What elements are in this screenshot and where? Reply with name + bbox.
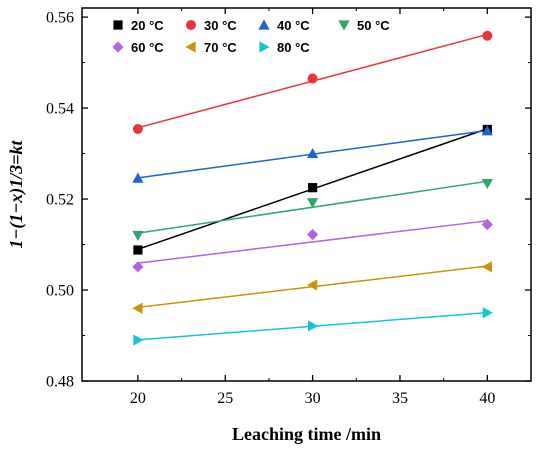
data-point <box>132 230 144 242</box>
data-point <box>132 172 144 183</box>
y-tick-label: 0.50 <box>46 283 74 300</box>
legend-marker <box>186 20 196 30</box>
x-axis-title: Leaching time /min <box>232 424 381 444</box>
legend-marker <box>258 19 270 30</box>
data-point <box>307 198 319 209</box>
data-point <box>132 261 144 273</box>
legend-label: 60 °C <box>131 40 164 55</box>
legend-marker <box>112 41 124 53</box>
data-point <box>307 228 319 241</box>
fit-line <box>137 220 488 264</box>
y-tick-label: 0.54 <box>46 101 74 118</box>
legend-label: 40 °C <box>277 18 310 33</box>
y-axis: 0.48 0.50 0.52 0.54 0.56 <box>46 10 531 391</box>
data-point <box>308 320 319 332</box>
data-point <box>481 261 492 273</box>
legend-label: 20 °C <box>131 18 164 33</box>
data-point <box>307 147 319 159</box>
data-point <box>481 125 493 136</box>
legend-label: 70 °C <box>204 40 237 55</box>
x-tick-label: 25 <box>217 390 233 407</box>
plot-frame <box>81 7 532 382</box>
data-point <box>132 123 143 134</box>
legend-label: 50 °C <box>357 18 390 33</box>
legend-marker <box>338 20 350 31</box>
legend-marker <box>113 20 123 30</box>
data-point <box>133 334 144 346</box>
legend-marker <box>185 41 196 53</box>
legend-label: 30 °C <box>204 18 237 33</box>
y-axis-title: 1−(1−x)1/3=kt <box>6 139 27 248</box>
legend-label: 80 °C <box>277 40 310 55</box>
y-tick-label: 0.52 <box>46 192 74 209</box>
y-tick-label: 0.56 <box>46 10 74 27</box>
data-point <box>482 30 493 41</box>
legend: 20 °C 30 °C 40 °C 50 °C 60 °C 70 °C 80 °C <box>112 18 390 55</box>
data-points <box>132 30 493 346</box>
data-point <box>481 178 493 190</box>
legend-marker <box>259 41 270 53</box>
x-tick-label: 20 <box>130 390 146 407</box>
data-point <box>308 183 318 193</box>
x-tick-label: 30 <box>305 390 321 407</box>
data-point <box>132 302 143 314</box>
data-point <box>133 245 143 255</box>
x-tick-label: 35 <box>392 390 408 407</box>
data-point <box>307 73 318 84</box>
data-point <box>307 279 318 291</box>
x-axis: 20 25 30 35 40 <box>130 8 495 407</box>
data-point <box>481 218 493 231</box>
y-tick-label: 0.48 <box>46 374 74 391</box>
data-point <box>482 307 493 319</box>
x-tick-label: 40 <box>479 390 495 407</box>
